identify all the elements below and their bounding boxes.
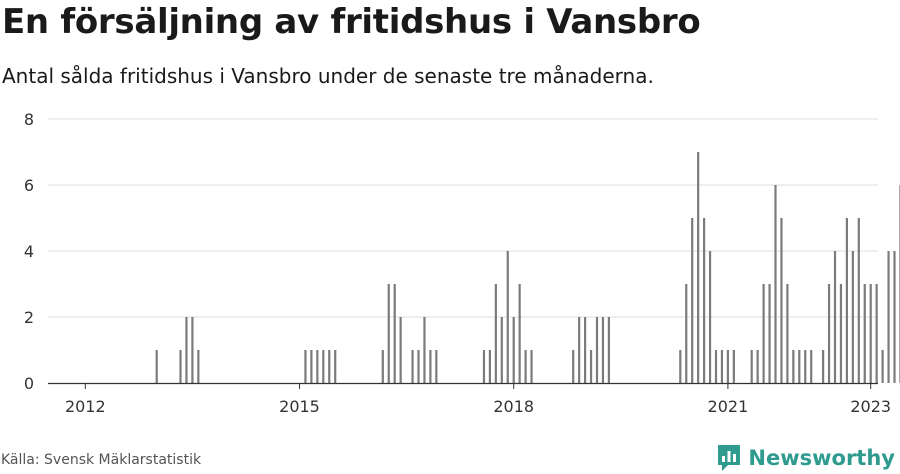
newsworthy-logo-icon xyxy=(718,445,741,471)
brand-logo[interactable]: Newsworthy xyxy=(716,443,895,473)
bar xyxy=(804,350,807,383)
bar xyxy=(488,350,491,383)
bar xyxy=(304,350,307,383)
y-tick-label: 6 xyxy=(24,176,34,195)
bar xyxy=(714,350,718,383)
bar xyxy=(827,284,831,383)
bar xyxy=(185,317,188,383)
bar xyxy=(155,350,158,383)
bar xyxy=(768,284,771,383)
bar xyxy=(875,284,878,383)
bar xyxy=(411,350,414,383)
bar xyxy=(887,251,890,383)
bar xyxy=(584,317,587,383)
bar xyxy=(881,350,884,383)
bar xyxy=(786,284,789,383)
bar xyxy=(720,350,724,383)
bar xyxy=(589,350,593,383)
bar xyxy=(822,350,825,383)
bar xyxy=(750,350,753,383)
bar xyxy=(387,284,390,383)
x-tick-label: 2023 xyxy=(850,397,891,416)
bar xyxy=(863,284,866,383)
bar xyxy=(703,218,706,383)
bar xyxy=(179,350,182,383)
bar xyxy=(792,350,795,383)
y-tick-label: 8 xyxy=(24,110,34,129)
bar xyxy=(429,350,432,383)
bar xyxy=(482,350,486,383)
bar xyxy=(530,350,533,383)
bar xyxy=(512,317,515,383)
chart-subtitle: Antal sålda fritidshus i Vansbro under d… xyxy=(2,64,654,88)
x-tick-label: 2021 xyxy=(708,397,749,416)
bar xyxy=(762,284,765,383)
source-note: Källa: Svensk Mäklarstatistik xyxy=(1,452,202,468)
bar xyxy=(310,350,313,383)
bar xyxy=(197,350,200,383)
bar xyxy=(578,317,581,383)
bar xyxy=(685,284,688,383)
x-tick-label: 2015 xyxy=(279,397,320,416)
bar xyxy=(839,284,843,383)
bar xyxy=(893,251,896,383)
bar xyxy=(679,350,682,383)
bar xyxy=(316,350,319,383)
bar xyxy=(518,284,521,383)
bar xyxy=(726,350,729,383)
bar xyxy=(381,350,384,383)
bar xyxy=(328,350,331,383)
bar xyxy=(524,350,527,383)
bar xyxy=(845,218,848,383)
bar-chart: 02468120122015201820212023 xyxy=(24,110,900,416)
bar xyxy=(798,350,801,383)
x-tick-label: 2012 xyxy=(65,397,106,416)
bar xyxy=(780,218,783,383)
y-tick-label: 0 xyxy=(24,374,34,393)
bar xyxy=(833,251,837,383)
bar xyxy=(393,284,396,383)
chart-title: En försäljning av fritidshus i Vansbro xyxy=(2,2,701,42)
bar xyxy=(500,317,503,383)
bar xyxy=(595,317,599,383)
bar xyxy=(322,350,325,383)
bar xyxy=(435,350,438,383)
bar xyxy=(857,218,860,383)
y-tick-label: 4 xyxy=(24,242,34,261)
bar xyxy=(506,251,509,383)
bar xyxy=(399,317,402,383)
bar xyxy=(191,317,194,383)
bar xyxy=(774,185,777,383)
bar xyxy=(756,350,759,383)
bar xyxy=(691,218,694,383)
bar xyxy=(417,350,420,383)
bar xyxy=(851,251,854,383)
bar xyxy=(708,251,712,383)
bar xyxy=(732,350,735,383)
x-tick-label: 2018 xyxy=(493,397,534,416)
bar xyxy=(869,284,872,383)
bar xyxy=(697,152,700,383)
bar xyxy=(572,350,575,383)
bar xyxy=(334,350,337,383)
bar xyxy=(810,350,813,383)
bar xyxy=(607,317,610,383)
bar xyxy=(423,317,426,383)
bar xyxy=(494,284,497,383)
bar xyxy=(601,317,605,383)
brand-name: Newsworthy xyxy=(748,446,895,470)
y-tick-label: 2 xyxy=(24,308,34,327)
